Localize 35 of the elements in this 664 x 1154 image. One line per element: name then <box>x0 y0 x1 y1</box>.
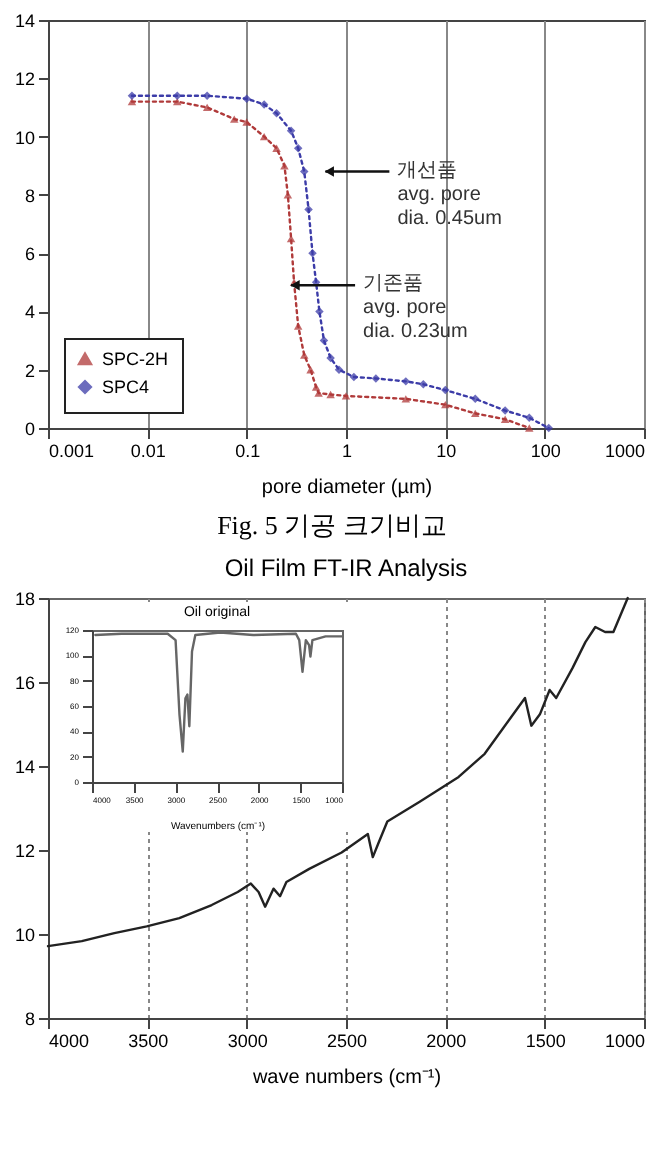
y-tick-label: 14 <box>14 757 35 777</box>
x-tick-label: 2500 <box>326 1031 368 1051</box>
x-tick-label: 2000 <box>426 1031 467 1051</box>
caption: Fig. 5 기공 크기비교 <box>215 508 449 544</box>
y-tick-label: 6 <box>24 244 35 265</box>
x-tick-label: 1000 <box>604 441 645 461</box>
x-tick-label: 10 <box>436 441 457 461</box>
legend-label: SPC-2H <box>102 349 169 369</box>
y-tick-label: 0 <box>24 419 35 439</box>
y-tick-label: 8 <box>24 1009 35 1029</box>
x-tick-label: 100 <box>530 441 561 461</box>
legend-label: SPC4 <box>102 377 150 397</box>
chart-title: Oil Film FT-IR Analysis <box>224 554 468 582</box>
x-tick-label: 0.01 <box>130 441 166 461</box>
x-tick-label: 0.1 <box>235 441 261 461</box>
y-tick-label: 12 <box>14 841 35 861</box>
x-axis-title: pore diameter (µm) <box>261 477 433 499</box>
y-tick-label: 10 <box>14 127 35 148</box>
y-tick-label: 10 <box>14 925 35 945</box>
y-tick-label: 18 <box>14 589 35 609</box>
y-tick-label: 14 <box>14 11 35 31</box>
y-tick-label: 2 <box>24 360 35 381</box>
x-tick-label: 3000 <box>227 1031 268 1051</box>
x-tick-label: 3500 <box>128 1031 169 1051</box>
y-tick-label: 8 <box>24 185 35 206</box>
y-tick-label: 12 <box>14 69 35 90</box>
y-tick-label: 4 <box>24 302 35 323</box>
x-tick-label: 1 <box>341 441 353 461</box>
x-axis-title: wave numbers (cm⁻¹) <box>250 1067 442 1089</box>
x-tick-label: 4000 <box>49 1031 90 1051</box>
line-series <box>46 596 629 948</box>
x-tick-label: 0.001 <box>49 441 95 461</box>
x-tick-label: 1000 <box>604 1031 645 1051</box>
x-tick-label: 1500 <box>525 1031 566 1051</box>
y-tick-label: 16 <box>14 673 35 693</box>
